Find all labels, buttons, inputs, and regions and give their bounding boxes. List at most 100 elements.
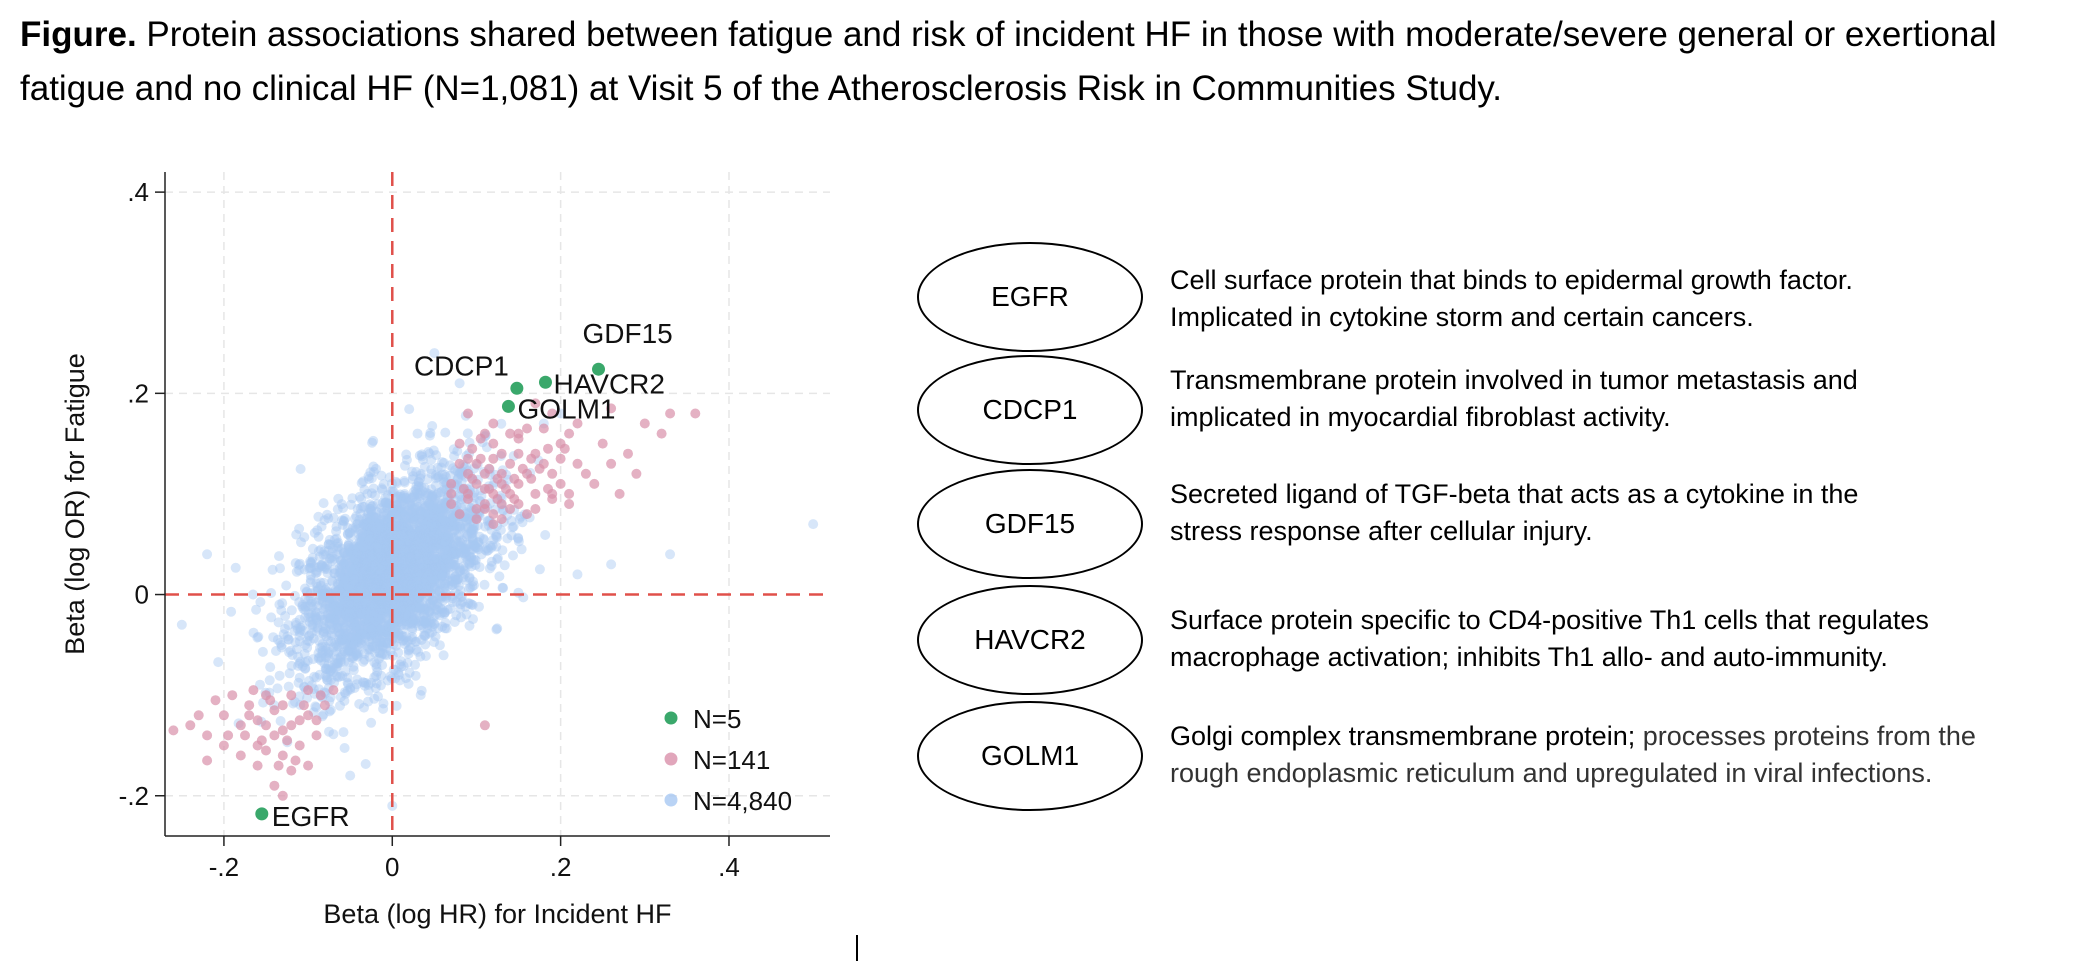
blue-point [375,623,386,634]
blue-point [459,568,470,579]
blue-point [398,564,409,575]
blue-point [665,549,676,560]
blue-point [295,558,305,569]
blue-point [375,640,386,651]
blue-point [375,598,386,608]
blue-point [434,585,445,596]
blue-point [303,601,314,612]
blue-point [382,524,393,535]
blue-point [466,524,477,535]
blue-point [369,573,380,584]
blue-point [366,607,377,617]
pink-point [227,690,238,701]
blue-point [443,559,454,570]
blue-point [349,554,359,564]
blue-point [464,573,475,584]
blue-point [358,558,369,569]
blue-point [377,641,388,652]
blue-point [282,631,293,642]
x-tick-label: .2 [550,852,572,882]
blue-point [333,537,344,548]
blue-point [289,590,300,601]
blue-point [445,470,456,481]
blue-point [385,646,396,657]
blue-point [445,460,456,471]
blue-point [371,512,382,523]
blue-point [377,497,388,508]
blue-point [394,675,405,686]
blue-point [450,548,461,559]
blue-point [377,536,388,547]
blue-point [328,599,339,610]
pink-point [522,423,532,434]
blue-point [373,594,384,605]
blue-point [422,554,433,565]
blue-point [406,563,417,573]
blue-point [406,594,417,605]
blue-point [323,539,334,550]
blue-point [420,558,431,569]
blue-point [363,617,374,628]
blue-point [280,623,290,634]
blue-point [314,551,325,562]
blue-point [406,567,417,578]
blue-point [353,523,363,534]
blue-point [274,551,284,562]
pink-point [656,428,667,439]
blue-point [420,565,430,576]
blue-point [469,543,480,554]
pink-point [277,725,288,736]
blue-point [352,543,363,553]
blue-point [383,523,393,534]
blue-point [422,521,433,532]
blue-point [392,478,402,489]
blue-point [357,609,367,620]
blue-point [362,488,373,499]
blue-point [381,548,392,559]
blue-point [352,503,363,514]
blue-point [405,554,416,565]
blue-point [439,623,450,634]
blue-point [421,598,432,609]
blue-point [417,569,427,580]
blue-point [380,528,391,539]
blue-point [342,528,353,539]
blue-point [364,559,375,570]
blue-point [291,644,302,655]
blue-point [368,618,379,629]
blue-point [439,583,450,594]
blue-point [325,539,336,550]
blue-point [376,550,387,561]
blue-point [401,454,412,465]
blue-point [274,599,285,610]
blue-point [382,566,393,577]
blue-point [359,600,370,611]
blue-point [379,599,389,610]
blue-point [391,544,402,555]
blue-point [449,578,460,589]
blue-point [436,499,447,510]
blue-point [324,613,335,624]
blue-point [352,558,363,569]
blue-point [356,555,367,566]
blue-point [335,629,346,640]
blue-point [308,654,319,665]
blue-point [476,549,487,560]
blue-point [327,547,338,558]
blue-point [403,519,414,530]
blue-point [418,540,429,550]
blue-point [394,520,405,531]
description-line-1: Cell surface protein that binds to epide… [1170,265,1853,295]
blue-point [283,634,294,645]
blue-point [345,547,356,557]
blue-point [353,602,363,613]
blue-point [366,550,377,561]
blue-point [356,639,367,650]
blue-point [377,648,388,659]
blue-point [382,535,392,546]
blue-point [354,579,365,590]
blue-point [313,531,324,542]
blue-point [396,555,407,566]
blue-point [290,620,301,630]
blue-point [339,548,350,559]
